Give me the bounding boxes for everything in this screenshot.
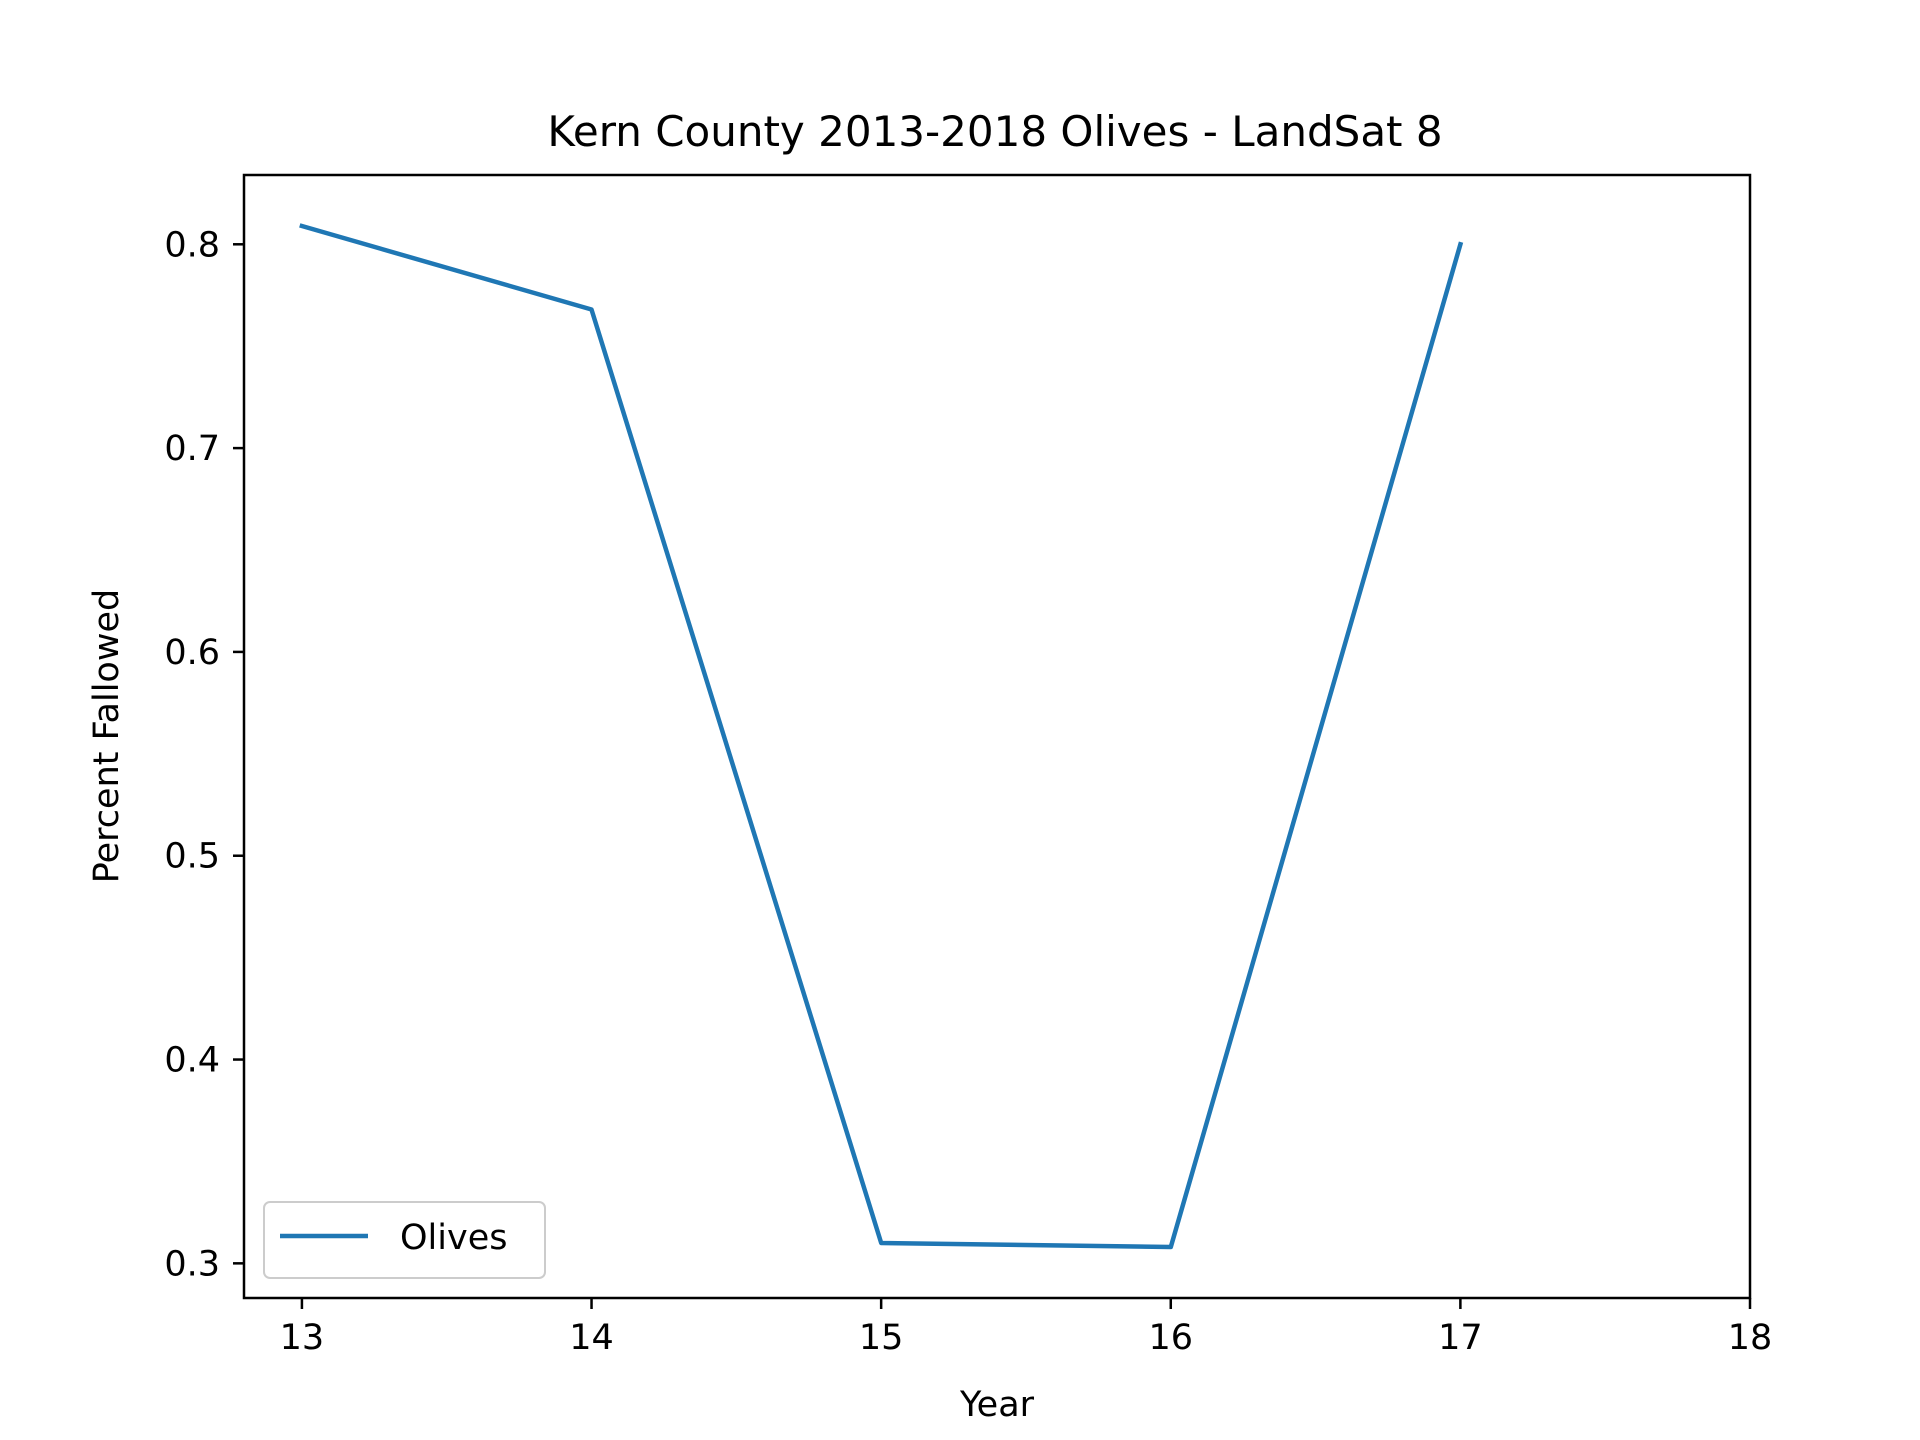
chart-title: Kern County 2013-2018 Olives - LandSat 8 [547,107,1442,156]
plot-area [299,223,1464,1250]
y-axis-title: Percent Fallowed [87,589,127,883]
series-line-olives [299,223,1464,1250]
x-tick-label: 13 [280,1318,325,1358]
y-axis: 0.3 0.4 0.5 0.6 0.7 0.8 [164,225,244,1284]
legend-box [263,1201,546,1279]
y-tick-label: 0.3 [164,1244,220,1284]
x-tick-label: 18 [1728,1318,1773,1358]
x-tick-label: 16 [1148,1318,1193,1358]
x-tick-label: 15 [859,1318,904,1358]
legend: Olives [263,1201,546,1279]
x-axis: 13 14 15 16 17 18 [280,1298,1773,1358]
plot-frame [242,173,1752,1300]
x-tick-label: 14 [569,1318,614,1358]
y-tick-label: 0.6 [164,633,220,673]
legend-label-olives: Olives [400,1218,507,1258]
x-tick-label: 17 [1438,1318,1483,1358]
x-axis-title: Year [959,1385,1035,1425]
y-tick-label: 0.7 [164,429,220,469]
y-tick-label: 0.5 [164,837,220,877]
y-tick-label: 0.4 [164,1041,220,1081]
y-tick-label: 0.8 [164,225,220,265]
